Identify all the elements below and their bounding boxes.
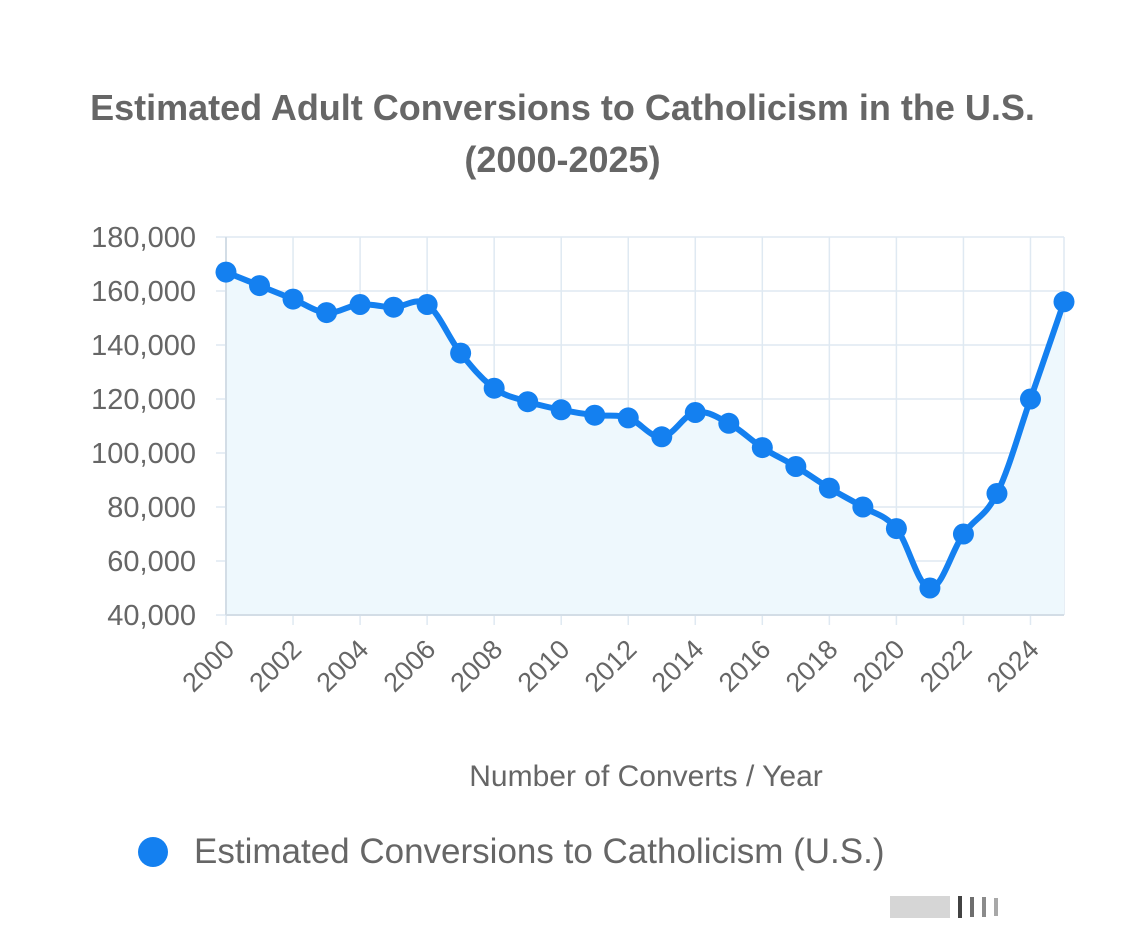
x-tick-label: 2002 <box>244 634 308 698</box>
x-tick-label: 2014 <box>646 634 710 698</box>
x-tick-label: 2016 <box>713 634 777 698</box>
data-point <box>617 407 639 429</box>
legend-label: Estimated Conversions to Catholicism (U.… <box>194 832 885 871</box>
x-tick-label: 2022 <box>914 634 978 698</box>
data-point <box>584 404 606 426</box>
y-axis-ticks: 40,000 60,000 80,000 100,000 120,000 140,000 1… <box>91 222 196 632</box>
data-point <box>852 496 874 518</box>
data-point <box>684 402 706 423</box>
data-point <box>718 412 740 434</box>
area-fill-shape <box>226 272 1064 615</box>
x-tick-label: 2012 <box>579 634 643 698</box>
data-point <box>952 523 974 545</box>
y-tick-label: 60,000 <box>107 546 196 578</box>
watermark-icon <box>890 896 998 918</box>
data-point <box>919 577 941 599</box>
y-tick-label: 160,000 <box>91 276 196 308</box>
data-point <box>249 275 271 297</box>
y-tick-label: 120,000 <box>91 384 196 416</box>
x-tick-label: 2010 <box>512 634 576 698</box>
data-point <box>215 261 237 283</box>
x-axis-label: Number of Converts / Year <box>469 760 823 793</box>
legend: Estimated Conversions to Catholicism (U.… <box>138 832 885 872</box>
y-tick-label: 100,000 <box>91 438 196 470</box>
data-point <box>517 391 539 413</box>
x-axis-ticks: 2000 2002 2004 2006 2008 2010 2012 2014 2016 2018… <box>177 634 1045 698</box>
x-tick-label: 2000 <box>177 634 241 698</box>
data-point <box>1019 388 1041 410</box>
data-point <box>316 302 338 324</box>
data-point <box>383 296 405 318</box>
data-point <box>416 294 438 315</box>
legend-marker-icon <box>138 837 168 867</box>
x-tick-label: 2008 <box>445 634 509 698</box>
y-tick-label: 180,000 <box>91 222 196 254</box>
chart-title: Estimated Adult Conversions to Catholici… <box>90 87 1035 180</box>
data-point <box>282 288 304 310</box>
x-tick-label: 2004 <box>311 634 375 698</box>
x-tick-label: 2006 <box>378 634 442 698</box>
data-point <box>483 377 505 399</box>
data-point <box>651 426 673 448</box>
data-point <box>349 294 371 315</box>
axes <box>225 237 1064 616</box>
data-point <box>785 456 807 477</box>
y-tick-label: 40,000 <box>107 600 196 632</box>
x-tick-label: 2024 <box>981 634 1045 698</box>
series-points <box>215 261 1075 599</box>
area-fill <box>226 272 1064 615</box>
y-tick-label: 80,000 <box>107 492 196 524</box>
data-point <box>751 437 773 459</box>
x-tick-label: 2020 <box>847 634 911 698</box>
data-point <box>818 477 840 499</box>
data-point <box>986 483 1008 504</box>
data-point <box>885 518 907 540</box>
x-tick-label: 2018 <box>780 634 844 698</box>
data-point <box>550 399 572 421</box>
data-point <box>1053 291 1075 313</box>
data-point <box>450 342 472 364</box>
y-tick-label: 140,000 <box>91 330 196 362</box>
